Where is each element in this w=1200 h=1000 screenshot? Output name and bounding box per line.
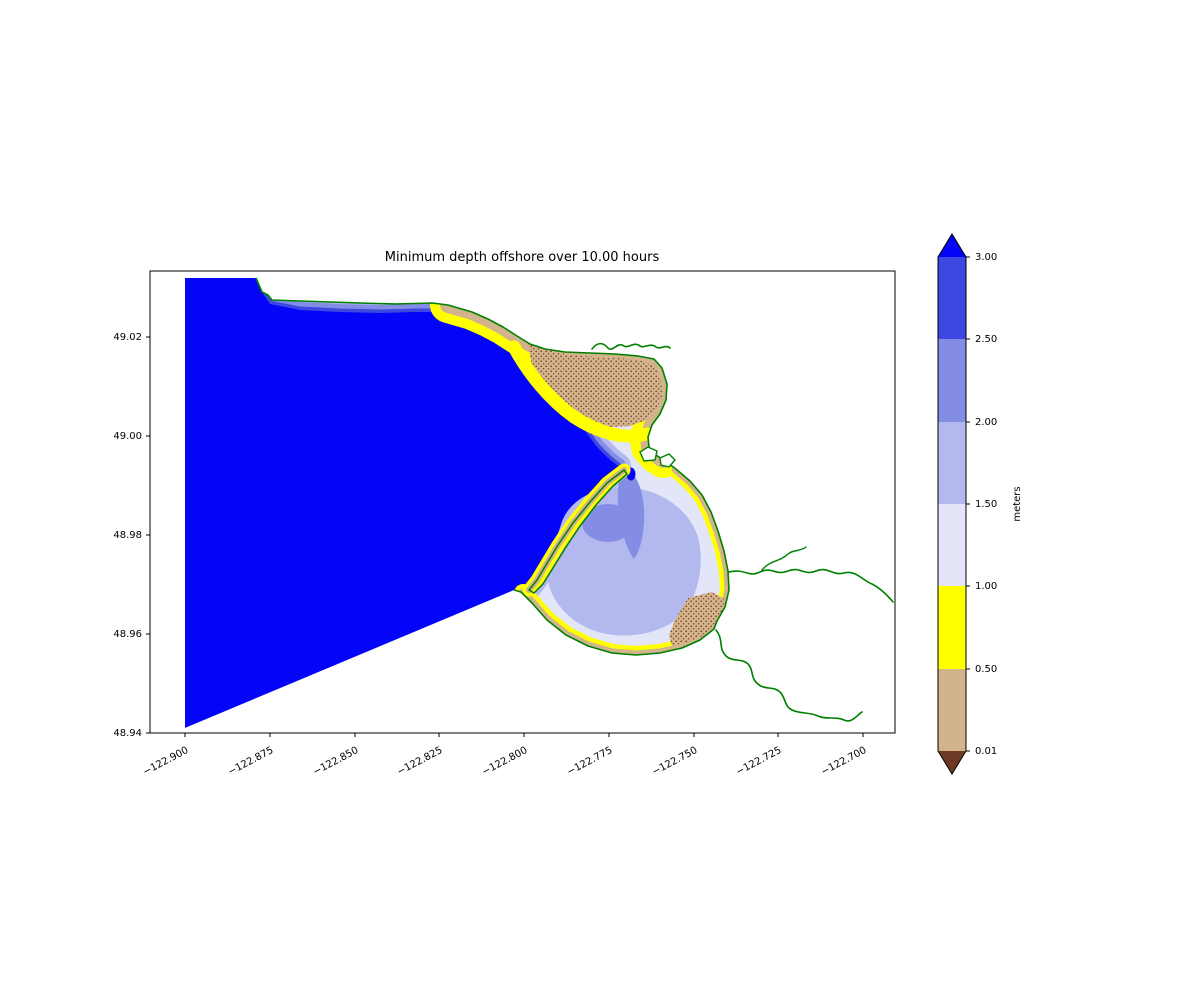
y-tick-label: 48.98 bbox=[113, 530, 142, 541]
colorbar-tick-labels: 3.00 2.50 2.00 1.50 1.00 0.50 0.01 bbox=[975, 252, 997, 757]
x-tick-label: −122.725 bbox=[734, 745, 783, 778]
colorbar-tick-label: 0.01 bbox=[975, 746, 997, 757]
colorbar: 3.00 2.50 2.00 1.50 1.00 0.50 0.01 meter… bbox=[937, 233, 1023, 775]
y-tick-label: 49.02 bbox=[113, 332, 142, 343]
coastline-path bbox=[255, 277, 730, 656]
river-east-path bbox=[728, 568, 894, 603]
spit-outline bbox=[528, 469, 628, 594]
x-tick-label: −122.800 bbox=[480, 745, 529, 778]
y-axis-tick-labels: 49.02 49.00 48.98 48.96 48.94 bbox=[113, 332, 142, 739]
x-tick-label: −122.775 bbox=[565, 745, 614, 778]
colorbar-ticks bbox=[966, 256, 970, 752]
land-mask bbox=[150, 271, 895, 733]
river-east-branch-path bbox=[761, 546, 807, 571]
colorbar-tick-label: 2.00 bbox=[975, 417, 997, 428]
colorbar-band-1.5-2.0 bbox=[938, 422, 966, 504]
chart-title: Minimum depth offshore over 10.00 hours bbox=[385, 250, 660, 265]
x-tick-label: −122.825 bbox=[395, 745, 444, 778]
marina-breakwater-outline bbox=[639, 446, 658, 462]
colorbar-tick-label: 2.50 bbox=[975, 334, 997, 345]
marina-basin-outline bbox=[659, 453, 676, 468]
colorbar-under-arrow bbox=[938, 751, 966, 774]
colorbar-band-2.0-2.5 bbox=[938, 339, 966, 422]
x-axis-tick-labels: −122.900 −122.875 −122.850 −122.825 −122… bbox=[141, 745, 868, 778]
x-tick-label: −122.900 bbox=[141, 745, 190, 778]
x-tick-label: −122.850 bbox=[311, 745, 360, 778]
deep-water-region bbox=[185, 278, 618, 728]
y-tick-label: 48.96 bbox=[113, 629, 142, 640]
colorbar-tick-label: 0.50 bbox=[975, 664, 997, 675]
x-axis-ticks bbox=[184, 733, 864, 737]
delta-yellow-crescent bbox=[507, 340, 654, 443]
colorbar-over-arrow bbox=[938, 234, 966, 257]
x-tick-label: −122.875 bbox=[226, 745, 275, 778]
colorbar-axis-label: meters bbox=[1012, 486, 1023, 521]
tidal-flat-delta-stipple bbox=[528, 342, 662, 427]
x-tick-label: −122.700 bbox=[819, 745, 868, 778]
colorbar-band-0.01-0.5 bbox=[938, 669, 966, 751]
y-tick-label: 49.00 bbox=[113, 431, 142, 442]
colorbar-tick-label: 3.00 bbox=[975, 252, 997, 263]
tidal-flat-southeast-stipple bbox=[669, 592, 726, 646]
colorbar-tick-label: 1.00 bbox=[975, 581, 997, 592]
colorbar-tick-label: 1.50 bbox=[975, 499, 997, 510]
river-southeast-path bbox=[715, 629, 863, 722]
river-north-path bbox=[591, 342, 671, 350]
axes-frame bbox=[149, 270, 896, 734]
colorbar-band-2.5-3.0 bbox=[938, 257, 966, 339]
colorbar-band-1.0-1.5 bbox=[938, 504, 966, 586]
map-plot-area bbox=[150, 271, 895, 733]
y-axis-ticks bbox=[146, 336, 150, 734]
harbor-entrance-plume bbox=[617, 467, 645, 559]
x-tick-label: −122.750 bbox=[650, 745, 699, 778]
y-tick-label: 48.94 bbox=[113, 728, 142, 739]
colorbar-band-0.5-1.0 bbox=[938, 586, 966, 669]
